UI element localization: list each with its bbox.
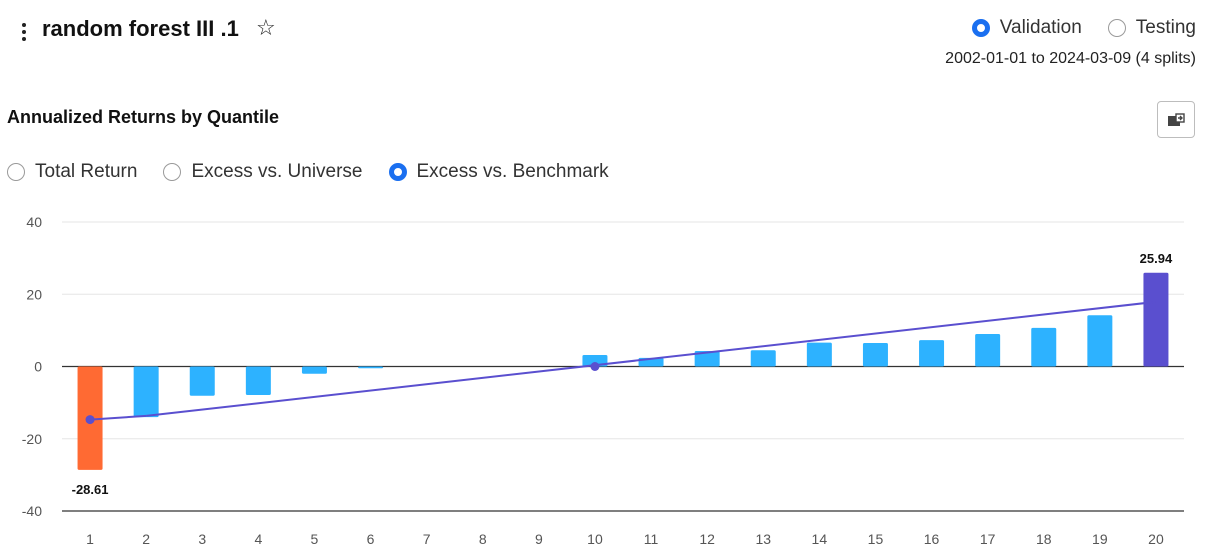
trendline-start-segment (89, 414, 147, 421)
bar-quantile-20 (1143, 272, 1169, 367)
validation-radio-circle[interactable] (971, 19, 990, 37)
y-tick-label: 20 (26, 286, 42, 302)
x-tick-label: 2 (142, 531, 150, 547)
bar-quantile-17 (975, 333, 1001, 367)
bar-quantile-6 (358, 366, 384, 369)
x-tick-label: 4 (254, 531, 262, 547)
x-tick-label: 14 (812, 531, 828, 547)
excess-benchmark-label: Excess vs. Benchmark (416, 161, 609, 182)
x-tick-label: 6 (367, 531, 375, 547)
x-tick-label: 9 (535, 531, 543, 547)
y-tick-label: 40 (26, 214, 42, 230)
x-tick-label: 17 (980, 531, 996, 547)
excess-benchmark-radio[interactable]: Excess vs. Benchmark (388, 161, 609, 183)
y-tick-label: -40 (22, 503, 42, 519)
x-tick-label: 13 (755, 531, 771, 547)
export-image-icon (1168, 112, 1185, 126)
trendline (146, 300, 1157, 417)
section-title: Annualized Returns by Quantile (7, 107, 280, 127)
bar-quantile-13 (750, 350, 776, 367)
export-button[interactable] (1157, 101, 1195, 138)
x-tick-label: 3 (198, 531, 206, 547)
bar-quantile-19 (1087, 315, 1113, 367)
excess-universe-radio-circle[interactable] (163, 163, 182, 181)
trendline-mid-point (590, 362, 600, 371)
environment-radio-group: Validation Testing (971, 17, 1196, 39)
excess-universe-radio[interactable]: Excess vs. Universe (163, 161, 363, 183)
x-tick-label: 16 (924, 531, 940, 547)
excess-universe-label: Excess vs. Universe (191, 161, 363, 182)
x-tick-label: 10 (587, 531, 603, 547)
x-tick-label: 8 (479, 531, 487, 547)
kebab-menu-icon[interactable] (14, 20, 34, 44)
x-tick-label: 1 (86, 531, 94, 547)
bar-quantile-3 (189, 366, 215, 396)
total-return-label: Total Return (35, 161, 138, 182)
data-label: 25.94 (1140, 251, 1173, 266)
bar-quantile-15 (862, 343, 888, 367)
bar-quantile-2 (133, 366, 159, 418)
y-tick-label: -20 (22, 431, 42, 447)
bar-quantile-4 (245, 366, 271, 396)
testing-radio-circle[interactable] (1107, 19, 1126, 37)
x-tick-label: 11 (644, 531, 659, 547)
validation-radio-label: Validation (999, 17, 1082, 38)
x-tick-label: 15 (868, 531, 884, 547)
total-return-radio-circle[interactable] (7, 163, 25, 181)
y-tick-label: 0 (34, 359, 42, 375)
trendline-start-point (85, 415, 95, 425)
excess-benchmark-radio-circle[interactable] (388, 163, 407, 181)
x-tick-label: 18 (1036, 531, 1052, 547)
return-mode-radio-group: Total Return Excess vs. Universe Excess … (7, 161, 609, 183)
model-title: random forest III .1 (42, 16, 239, 41)
date-range-text: 2002-01-01 to 2024-03-09 (4 splits) (945, 50, 1196, 67)
testing-radio[interactable]: Testing (1107, 17, 1196, 39)
bar-quantile-5 (301, 366, 327, 374)
testing-radio-label: Testing (1135, 17, 1196, 38)
bar-quantile-16 (919, 340, 945, 367)
x-tick-label: 20 (1148, 531, 1164, 547)
x-tick-label: 5 (311, 531, 319, 547)
bar-quantile-14 (806, 342, 832, 367)
x-tick-label: 12 (699, 531, 715, 547)
total-return-radio[interactable]: Total Return (7, 161, 137, 183)
bar-quantile-18 (1031, 327, 1057, 367)
x-tick-label: 19 (1092, 531, 1108, 547)
validation-radio[interactable]: Validation (971, 17, 1082, 39)
x-tick-label: 7 (423, 531, 431, 547)
star-icon[interactable]: ☆ (256, 15, 276, 40)
bar-quantile-12 (694, 350, 720, 367)
data-label: -28.61 (72, 482, 109, 497)
